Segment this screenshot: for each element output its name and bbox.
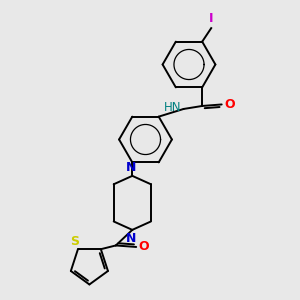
Text: O: O bbox=[139, 241, 149, 254]
Text: N: N bbox=[126, 161, 136, 174]
Text: HN: HN bbox=[164, 101, 181, 114]
Text: S: S bbox=[70, 235, 80, 248]
Text: O: O bbox=[224, 98, 235, 111]
Text: N: N bbox=[126, 232, 136, 245]
Text: I: I bbox=[209, 12, 214, 25]
